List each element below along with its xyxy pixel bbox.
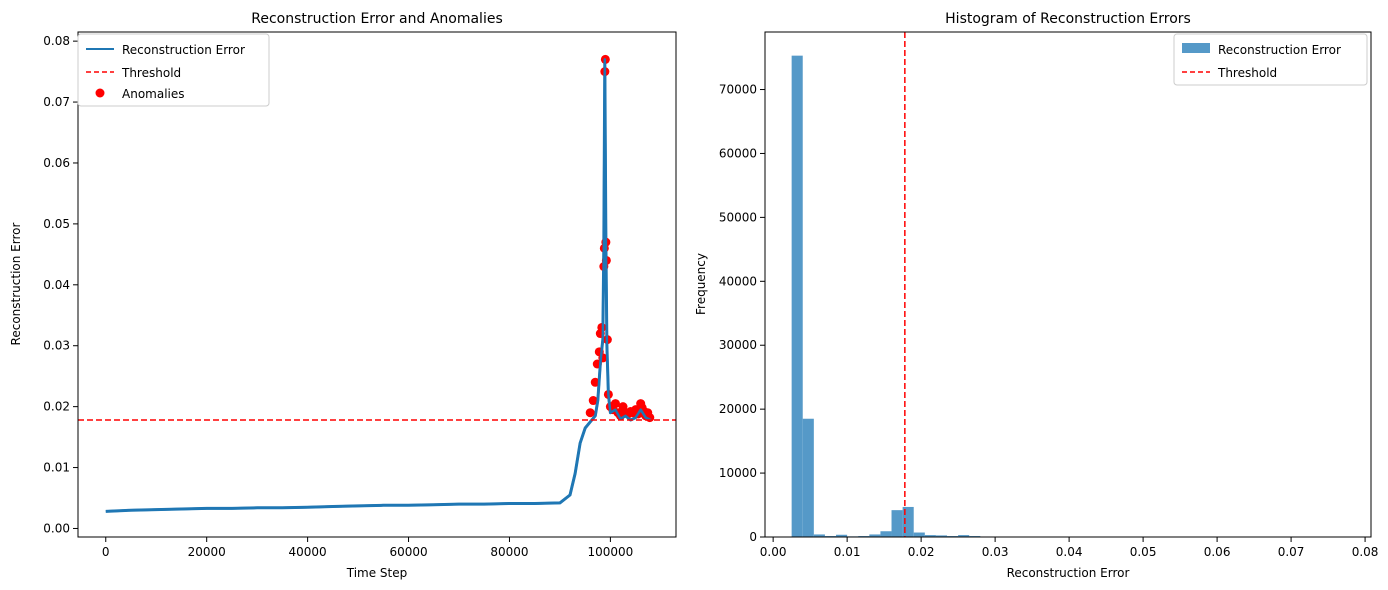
plot-area bbox=[78, 54, 676, 513]
legend-label-reconstruction-error: Reconstruction Error bbox=[1218, 43, 1341, 57]
x-tick-label: 0.07 bbox=[1278, 545, 1305, 559]
y-tick-label: 0.01 bbox=[43, 461, 70, 475]
x-tick-label: 80000 bbox=[490, 545, 528, 559]
legend-label-threshold: Threshold bbox=[121, 66, 181, 80]
y-tick-label: 60000 bbox=[719, 146, 757, 160]
chart-title: Reconstruction Error and Anomalies bbox=[251, 11, 503, 27]
y-tick-label: 50000 bbox=[719, 210, 757, 224]
histogram-bar bbox=[935, 535, 948, 537]
y-axis-label: Frequency bbox=[694, 253, 708, 315]
plot-frame bbox=[764, 31, 1372, 538]
y-tick-label: 10000 bbox=[719, 466, 757, 480]
x-tick-label: 0.06 bbox=[1204, 545, 1231, 559]
y-tick-label: 0.03 bbox=[43, 339, 70, 353]
x-tick-label: 0.00 bbox=[760, 545, 787, 559]
histogram-bar bbox=[791, 55, 803, 537]
y-tick-label: 0.07 bbox=[43, 95, 70, 109]
y-axis-label: Reconstruction Error bbox=[9, 223, 23, 346]
histogram-bar bbox=[913, 532, 925, 537]
x-tick-label: 40000 bbox=[289, 545, 327, 559]
x-tick-label: 0 bbox=[102, 545, 110, 559]
x-tick-label: 0.01 bbox=[834, 545, 861, 559]
series-line-reconstruction-error-overlay bbox=[105, 58, 652, 513]
histogram-bar bbox=[880, 531, 892, 537]
y-tick-label: 0.06 bbox=[43, 156, 70, 170]
x-tick-label: 0.08 bbox=[1352, 545, 1379, 559]
y-tick-label: 0 bbox=[749, 530, 757, 544]
histogram-bar bbox=[836, 534, 848, 537]
legend-swatch-reconstruction-error bbox=[1182, 43, 1210, 53]
y-tick-label: 0.08 bbox=[43, 34, 70, 48]
legend-frame bbox=[77, 33, 270, 107]
x-axis-ticks: 0 20000 40000 60000 80000 100000 bbox=[102, 537, 633, 559]
plot-frame bbox=[77, 31, 677, 538]
y-axis-ticks: 0.00 0.01 0.02 0.03 0.04 0.05 0.06 0.07 0.08 bbox=[43, 34, 78, 535]
histogram-bar bbox=[802, 418, 814, 537]
x-axis-label: Reconstruction Error bbox=[1007, 566, 1130, 580]
histogram-panel: Histogram of Reconstruction Errors 0.00 0… bbox=[694, 11, 1378, 580]
x-tick-label: 0.02 bbox=[908, 545, 935, 559]
x-tick-label: 100000 bbox=[587, 545, 633, 559]
histogram-bar bbox=[891, 510, 903, 537]
y-tick-label: 0.04 bbox=[43, 278, 70, 292]
x-tick-label: 20000 bbox=[188, 545, 226, 559]
y-tick-label: 0.05 bbox=[43, 217, 70, 231]
x-tick-label: 0.05 bbox=[1130, 545, 1157, 559]
legend: Reconstruction Error Threshold Anomalies bbox=[77, 33, 270, 107]
histogram-bar bbox=[958, 535, 970, 537]
plot-area bbox=[791, 32, 1347, 537]
y-tick-label: 30000 bbox=[719, 338, 757, 352]
legend-frame bbox=[1173, 33, 1368, 86]
x-axis-ticks: 0.00 0.01 0.02 0.03 0.04 0.05 0.06 0.07 0.08 bbox=[760, 537, 1379, 559]
series-line-reconstruction-error bbox=[105, 57, 652, 513]
x-tick-label: 60000 bbox=[389, 545, 427, 559]
line-chart-panel: Reconstruction Error and Anomalies 0 2000… bbox=[9, 11, 677, 580]
y-tick-label: 0.00 bbox=[43, 521, 70, 535]
legend-label-reconstruction-error: Reconstruction Error bbox=[122, 43, 245, 57]
x-axis-label: Time Step bbox=[346, 566, 408, 580]
y-tick-label: 70000 bbox=[719, 83, 757, 97]
y-axis-ticks: 0 10000 20000 30000 40000 50000 60000 70000 bbox=[719, 83, 765, 544]
legend-label-anomalies: Anomalies bbox=[122, 87, 185, 101]
y-tick-label: 0.02 bbox=[43, 400, 70, 414]
anomaly-point bbox=[588, 396, 598, 406]
x-tick-label: 0.04 bbox=[1056, 545, 1083, 559]
chart-title: Histogram of Reconstruction Errors bbox=[945, 11, 1191, 27]
histogram-bar bbox=[813, 534, 825, 537]
legend-swatch-anomalies bbox=[95, 88, 105, 98]
histogram-bar bbox=[869, 534, 881, 537]
legend: Reconstruction Error Threshold bbox=[1173, 33, 1368, 86]
histogram-bar bbox=[924, 535, 936, 537]
legend-label-threshold: Threshold bbox=[1217, 66, 1277, 80]
x-tick-label: 0.03 bbox=[982, 545, 1009, 559]
anomaly-point bbox=[610, 399, 620, 409]
y-tick-label: 40000 bbox=[719, 274, 757, 288]
y-tick-label: 20000 bbox=[719, 402, 757, 416]
histogram-bar bbox=[902, 506, 914, 537]
anomaly-point bbox=[585, 408, 595, 418]
anomaly-point bbox=[590, 377, 600, 387]
